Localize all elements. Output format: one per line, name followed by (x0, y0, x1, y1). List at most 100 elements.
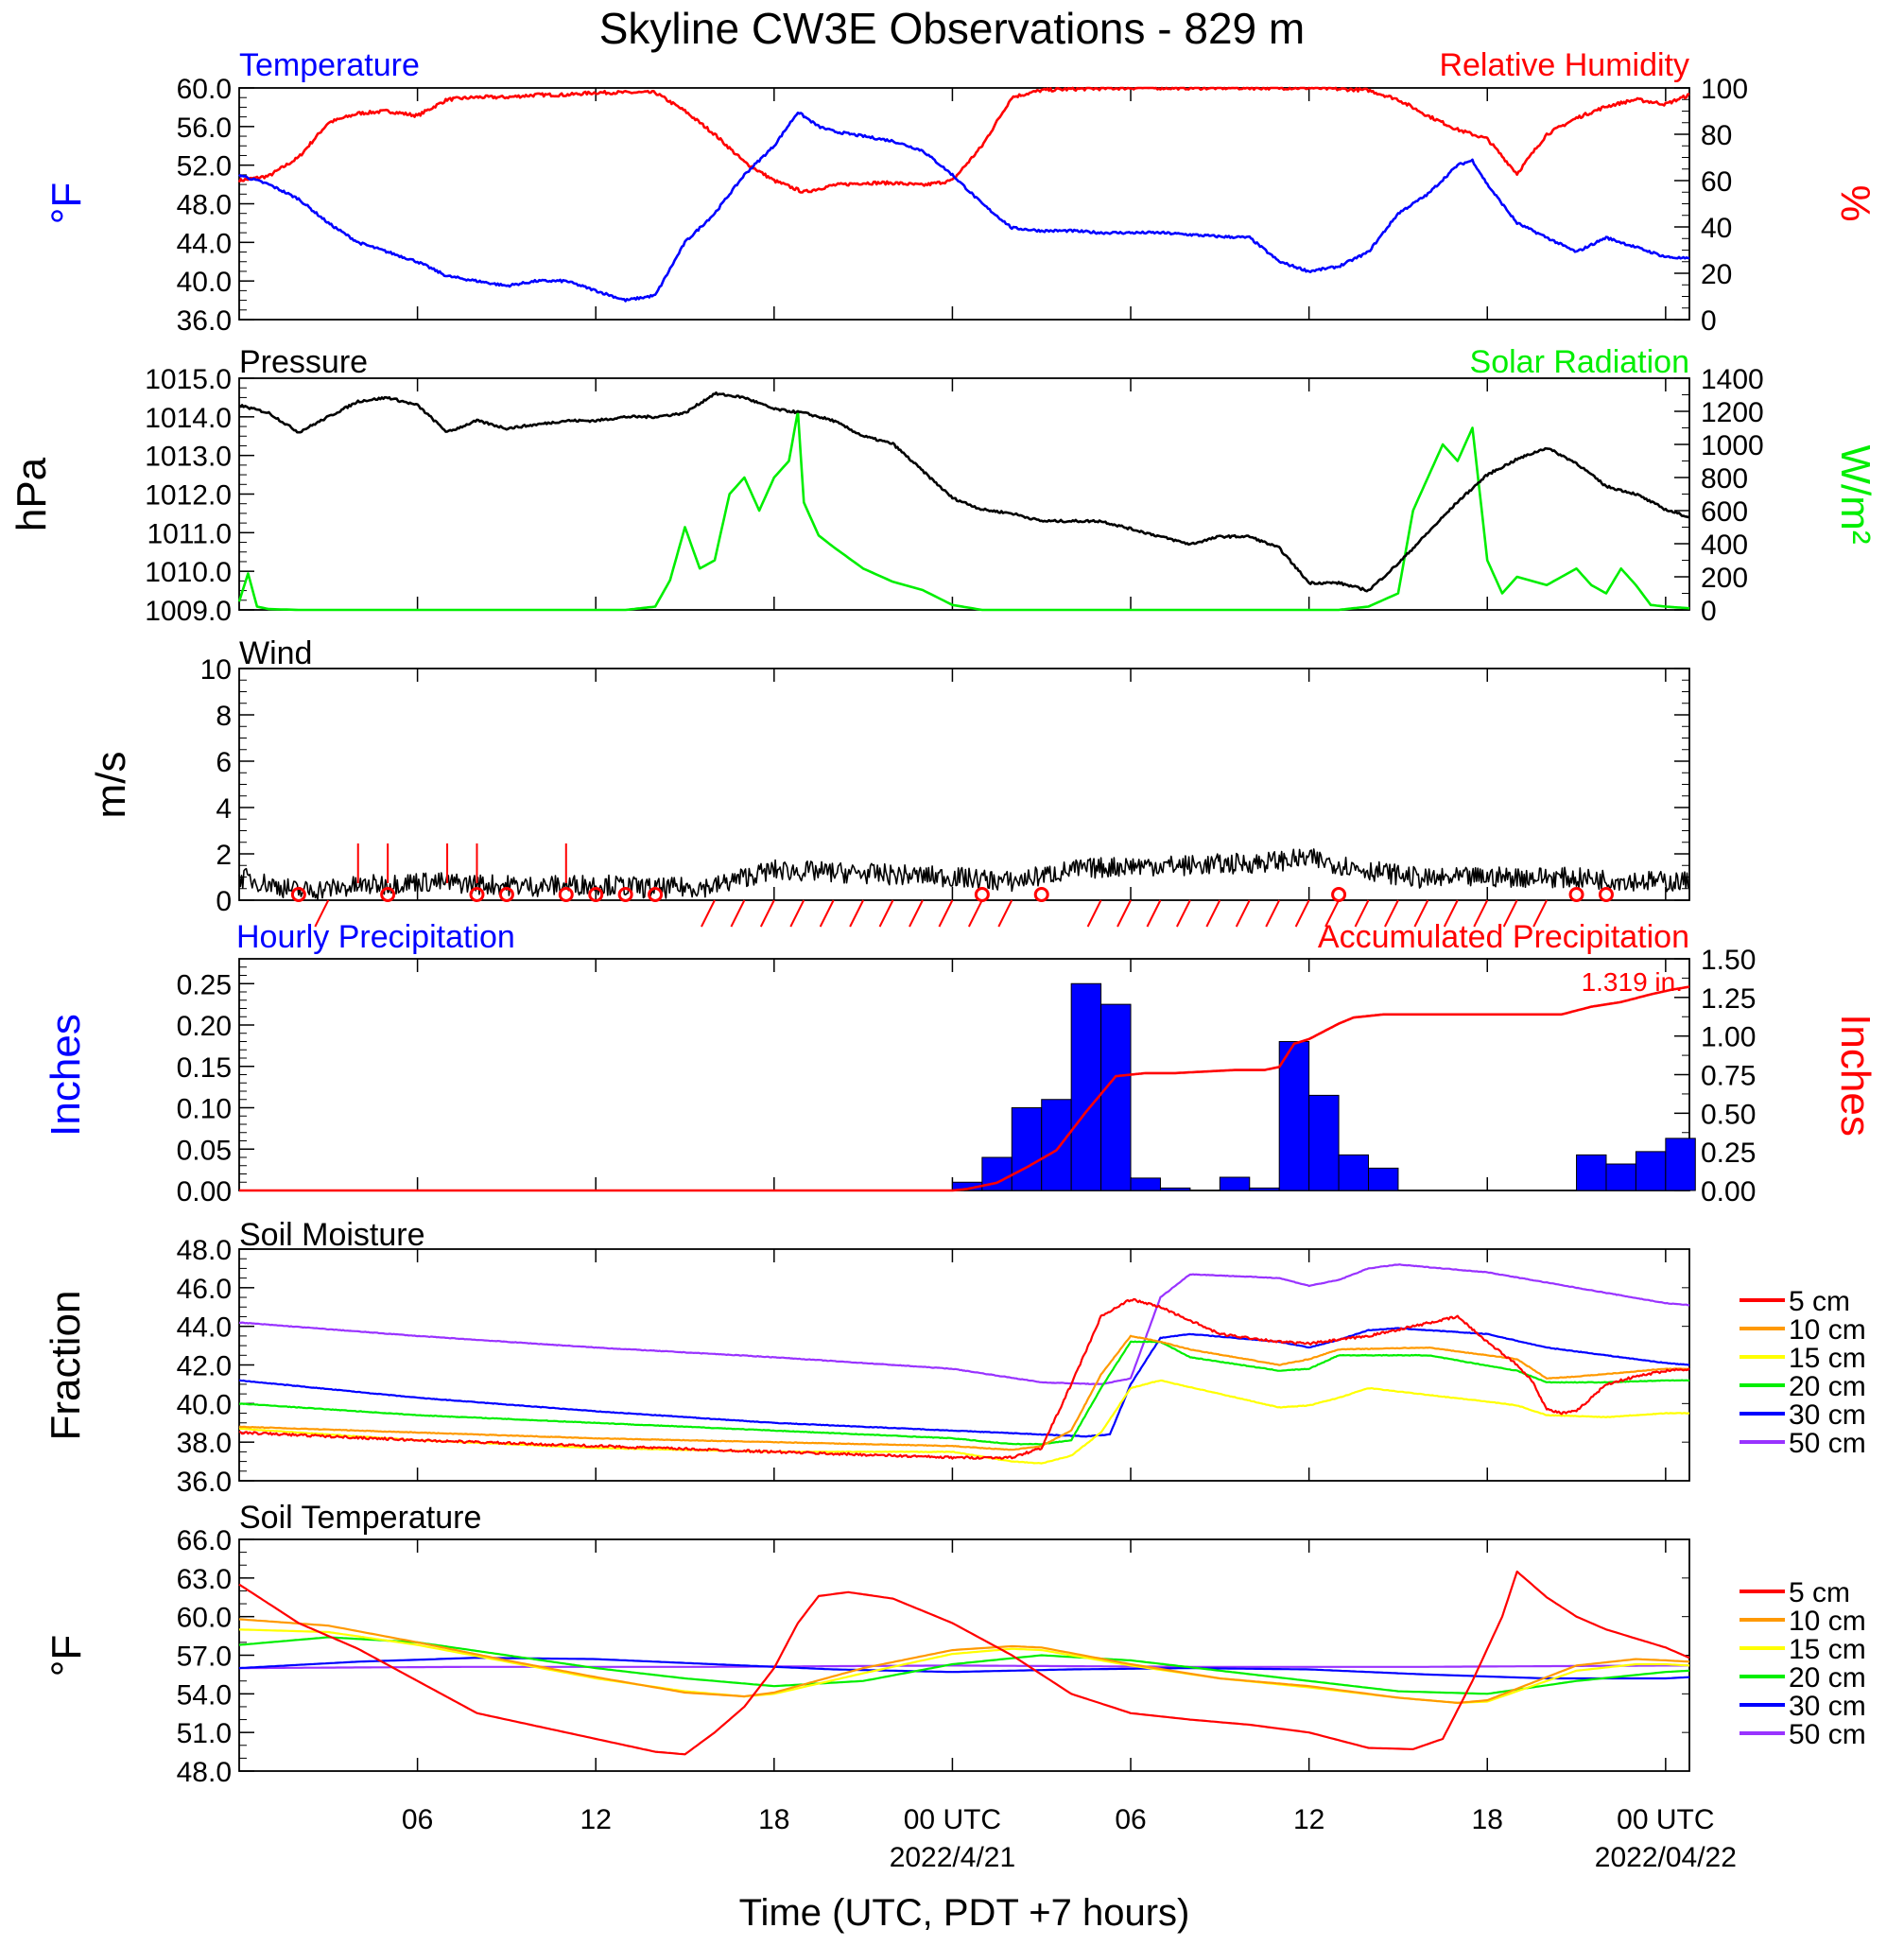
pres-left-tick-label: 1013.0 (145, 442, 232, 473)
hourly-precip-left-tick-label: 0.20 (177, 1011, 232, 1042)
soil-moisture-plot: 48.0 46.0 44.0 42.0 40.0 38.0 36.0 (177, 1235, 1690, 1498)
soil-temp-legend-label: 10 cm (1789, 1606, 1866, 1637)
x-date-label: 2022/04/22 (1595, 1842, 1737, 1873)
soil-moisture-left-tick-label: 44.0 (177, 1312, 232, 1344)
rh-right-tick-label: 40 (1701, 213, 1732, 244)
solar-right-tick-label: 400 (1701, 530, 1748, 561)
wind-direction-staff (1502, 899, 1518, 928)
wind-direction-staff (878, 899, 894, 928)
wind-left-tick-label: 4 (216, 793, 232, 825)
wind-left-tick-label: 2 (216, 840, 232, 871)
wind-direction-staff (1146, 899, 1162, 928)
soil-temp-line (238, 1618, 1690, 1704)
soil-moisture-line (239, 1340, 1690, 1446)
calm-wind-circle (469, 887, 485, 902)
solar-right-tick-label: 1000 (1701, 430, 1764, 461)
solar-right-tick-label: 800 (1701, 463, 1748, 495)
wind-direction-staff (1324, 899, 1340, 928)
accum-precip-right-tick-label: 1.25 (1701, 983, 1756, 1015)
temp-left-tick-label: 40.0 (177, 267, 232, 298)
temp-left-tick-label: 56.0 (177, 113, 232, 144)
relative-humidity-title: Relative Humidity (1439, 47, 1689, 83)
soil-temp-left-tick-label: 48.0 (177, 1757, 232, 1788)
soil-moisture-line (238, 1334, 1690, 1451)
hourly-precip-bar (1605, 1163, 1636, 1191)
calm-wind-circle (617, 887, 633, 902)
solar-radiation-line (237, 409, 1690, 612)
hourly-precip-bar (1219, 1176, 1251, 1191)
soil-moisture-legend-label: 50 cm (1789, 1428, 1866, 1459)
soil-temp-left-tick-label: 66.0 (177, 1525, 232, 1556)
pres-left-tick-label: 1009.0 (145, 596, 232, 627)
temp-left-tick-label: 52.0 (177, 151, 232, 182)
soil-temp-panel (238, 1538, 1690, 1772)
wind-direction-staff (1086, 899, 1102, 928)
rh-right-tick-label: 20 (1701, 259, 1732, 290)
hourly-precip-bar (1338, 1154, 1370, 1191)
soil-temp-legend-label: 50 cm (1789, 1719, 1866, 1750)
wind-direction-staff (997, 899, 1013, 928)
pressure-solar-plot: 1015.0 1014.0 1013.0 1012.0 1011.0 1010.0 1009… (145, 364, 1764, 627)
accumulated-precip-line (239, 985, 1690, 1192)
precip-panel (238, 958, 1690, 1191)
wind-direction-staff (1413, 899, 1429, 928)
soil-temp-line (238, 1636, 1690, 1695)
calm-wind-circle (380, 887, 396, 902)
soil-moisture-legend-label: 10 cm (1789, 1314, 1866, 1346)
hourly-precip-unit-label: Inches (43, 1014, 89, 1137)
soil-temp-line (238, 1570, 1690, 1756)
soil-moisture-line (238, 1263, 1690, 1385)
accum-precip-right-tick-label: 1.00 (1701, 1022, 1756, 1053)
hourly-precip-bar (1041, 1099, 1072, 1191)
wind-direction-staff (1354, 899, 1370, 928)
rh-right-tick-label: 80 (1701, 120, 1732, 151)
calm-wind-circle (648, 887, 664, 902)
soil-moisture-legend-label: 20 cm (1789, 1371, 1866, 1402)
precip-plot: 0.25 0.20 0.15 0.10 0.05 0.00 1.50 1.25 1.00 0.75… (177, 945, 1757, 1208)
wind-left-tick-label: 6 (216, 747, 232, 778)
rh-right-tick-label: 60 (1701, 166, 1732, 198)
rh-right-tick-label: 0 (1701, 305, 1717, 337)
hourly-precip-bar (1368, 1167, 1399, 1191)
x-date-label: 2022/4/21 (890, 1842, 1015, 1873)
calm-wind-circle (498, 887, 514, 902)
soil-temp-legend-label: 15 cm (1789, 1634, 1866, 1665)
soil-moisture-legend-label: 15 cm (1789, 1343, 1866, 1374)
accum-precip-right-tick-label: 0.75 (1701, 1061, 1756, 1092)
temperature-title: Temperature (239, 47, 420, 83)
solar-radiation-title: Solar Radiation (1470, 344, 1689, 380)
rh-right-tick-label: 100 (1701, 74, 1748, 105)
wind-direction-staff (730, 899, 746, 928)
soil-moisture-title: Soil Moisture (239, 1217, 425, 1253)
x-axis: 06 12 18 00 UTC 06 12 18 00 UTC 2022/4/21 2022/04… (402, 1804, 1737, 1873)
x-tick-label: 06 (1115, 1804, 1146, 1835)
rh-unit-label: % (1832, 184, 1878, 221)
hourly-precip-bar (1130, 1177, 1161, 1191)
hourly-precip-bar (1159, 1187, 1191, 1191)
soil-temp-left-tick-label: 60.0 (177, 1603, 232, 1634)
soil-moisture-legend-label: 5 cm (1789, 1286, 1850, 1317)
accum-precip-right-tick-label: 0.50 (1701, 1099, 1756, 1130)
wind-direction-staff (849, 899, 865, 928)
soil-moisture-left-tick-label: 42.0 (177, 1351, 232, 1382)
hourly-precip-left-tick-label: 0.25 (177, 969, 232, 1000)
temp-left-tick-label: 48.0 (177, 190, 232, 221)
wind-direction-staff (819, 899, 835, 928)
soil-moisture-left-tick-label: 36.0 (177, 1467, 232, 1498)
wind-left-tick-label: 10 (200, 654, 232, 686)
solar-right-tick-label: 200 (1701, 563, 1748, 594)
calm-wind-circle (558, 887, 574, 902)
soil-moisture-left-tick-label: 46.0 (177, 1274, 232, 1305)
wind-direction-staff (1116, 899, 1132, 928)
pres-left-tick-label: 1012.0 (145, 480, 232, 512)
soil-temp-left-tick-label: 63.0 (177, 1564, 232, 1595)
x-tick-label: 12 (580, 1804, 612, 1835)
temp-unit-label: °F (43, 182, 90, 224)
x-axis-label: Time (UTC, PDT +7 hours) (739, 1892, 1190, 1934)
x-tick-label: 06 (402, 1804, 433, 1835)
calm-wind-circle (1033, 887, 1049, 902)
calm-wind-circle (290, 887, 306, 902)
accum-precip-title: Accumulated Precipitation (1318, 919, 1689, 955)
x-tick-label: 00 UTC (1617, 1804, 1714, 1835)
